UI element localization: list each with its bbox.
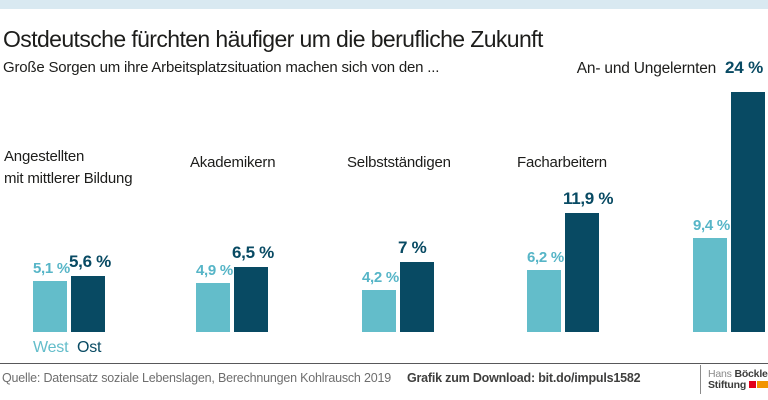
category-label-angestellte: Angestellten mit mittlerer Bildung xyxy=(4,146,133,190)
logo-word-hans: Hans xyxy=(708,368,732,380)
bar-group-ungelernte: 9,4 % xyxy=(693,92,765,332)
value-label-west: 4,9 % xyxy=(196,262,233,279)
logo-line2: Stiftung xyxy=(708,380,768,391)
logo-divider xyxy=(700,365,701,394)
bar-ost xyxy=(400,262,434,332)
top-right-category: An- und Ungelernten 24 % xyxy=(577,58,763,78)
logo-red-square-icon xyxy=(749,381,757,388)
source-row: Quelle: Datensatz soziale Lebenslagen, B… xyxy=(2,371,641,385)
logo-line1: Hans Böckler xyxy=(708,369,768,380)
value-label-ost: 6,5 % xyxy=(232,243,274,262)
bar-group-selbststaendige: 4,2 % 7 % xyxy=(362,92,434,332)
footer: Quelle: Datensatz soziale Lebenslagen, B… xyxy=(0,363,768,400)
bar-group-angestellte: 5,1 % 5,6 % xyxy=(33,92,111,332)
bar-group-facharbeiter: 6,2 % 11,9 % xyxy=(527,92,614,332)
bar-ost xyxy=(71,276,105,332)
value-label-ost: 11,9 % xyxy=(563,189,614,208)
value-label-west: 4,2 % xyxy=(362,269,399,286)
subtitle: Große Sorgen um ihre Arbeitsplatzsituati… xyxy=(3,59,440,76)
bar-west xyxy=(693,238,727,332)
category-label-selbststaendige: Selbstständigen xyxy=(347,154,451,171)
logo-word-stiftung: Stiftung xyxy=(708,379,747,391)
bar-west xyxy=(33,281,67,332)
bar-ost xyxy=(565,213,599,332)
logo-word-boeckler: Böckler xyxy=(734,368,768,380)
source-text: Quelle: Datensatz soziale Lebenslagen, B… xyxy=(2,371,391,385)
value-label-ost: 5,6 % xyxy=(69,252,111,271)
category-label-an-und-ungelernten: An- und Ungelernten xyxy=(576,60,717,77)
hans-boeckler-stiftung-logo: Hans Böckler Stiftung xyxy=(708,369,768,391)
bar-ost xyxy=(234,267,268,332)
logo-color-marks xyxy=(749,381,768,388)
value-label-ost: 7 % xyxy=(398,238,427,257)
value-label-west: 6,2 % xyxy=(527,249,564,266)
bar-west xyxy=(362,290,396,332)
logo-orange-rect-icon xyxy=(757,381,768,388)
bar-ost xyxy=(731,92,765,332)
category-label-line1: Angestellten xyxy=(4,148,85,165)
value-label-ungelernte-ost: 24 % xyxy=(725,58,763,77)
legend-west: West xyxy=(33,339,69,356)
page-title: Ostdeutsche fürchten häufiger um die ber… xyxy=(3,26,543,52)
download-link-text: Grafik zum Download: bit.do/impuls1582 xyxy=(406,371,641,385)
bar-group-akademiker: 4,9 % 6,5 % xyxy=(196,92,274,332)
top-accent-strip xyxy=(0,0,768,9)
category-label-akademiker: Akademikern xyxy=(190,154,276,171)
value-label-west: 5,1 % xyxy=(33,260,70,277)
legend-ost: Ost xyxy=(77,339,102,356)
category-label-line2: mit mittlerer Bildung xyxy=(4,170,133,187)
value-label-west: 9,4 % xyxy=(693,217,730,234)
bar-chart: 5,1 % 5,6 % 4,9 % 6,5 % 4,2 % 7 % 6,2 % … xyxy=(0,92,768,332)
bar-west xyxy=(527,270,561,332)
bar-west xyxy=(196,283,230,332)
category-label-facharbeiter: Facharbeitern xyxy=(517,154,607,171)
